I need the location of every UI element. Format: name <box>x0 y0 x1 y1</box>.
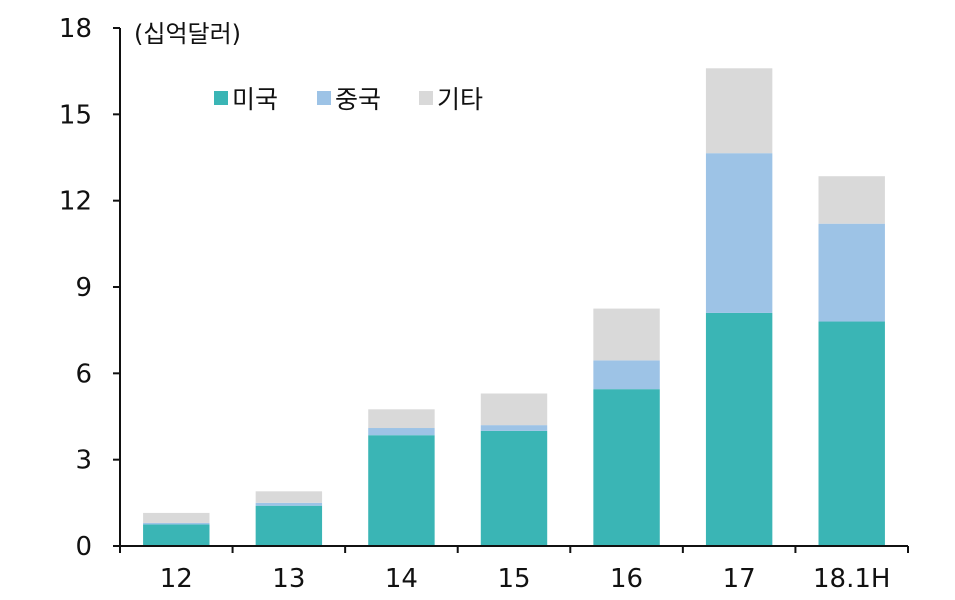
legend-swatch-0 <box>214 91 228 105</box>
x-tick-label: 14 <box>385 564 418 594</box>
y-tick-label: 6 <box>75 359 92 389</box>
bar-15-series-1 <box>480 425 548 431</box>
bar-18.1H-series-1 <box>818 223 885 322</box>
x-tick-label: 17 <box>723 564 756 594</box>
bar-15-series-2 <box>480 393 548 426</box>
bar-14-series-1 <box>368 428 435 436</box>
y-tick-label: 18 <box>59 14 92 44</box>
bar-17-series-0 <box>705 312 773 546</box>
y-tick-label: 12 <box>59 187 92 217</box>
x-tick-label: 15 <box>497 564 530 594</box>
bar-17-series-2 <box>705 68 773 154</box>
y-unit-label: (십억달러) <box>134 20 241 48</box>
legend-label-2: 기타 <box>437 85 483 114</box>
bar-16-series-0 <box>593 389 660 546</box>
bar-18.1H-series-2 <box>818 176 885 224</box>
y-tick-label: 15 <box>59 100 92 130</box>
bar-13-series-1 <box>255 502 323 506</box>
x-tick-label: 16 <box>610 564 643 594</box>
legend-swatch-1 <box>317 91 331 105</box>
y-tick-label: 9 <box>75 273 92 303</box>
y-tick-label: 3 <box>75 446 92 476</box>
x-tick-label: 12 <box>160 564 193 594</box>
bars-group <box>143 68 885 546</box>
legend-swatch-2 <box>419 91 433 105</box>
bar-15-series-0 <box>480 430 548 546</box>
x-tick-label: 18.1H <box>813 564 890 594</box>
bar-12-series-2 <box>143 512 210 523</box>
x-tick-label: 13 <box>272 564 305 594</box>
bar-16-series-1 <box>593 360 660 390</box>
bar-13-series-0 <box>255 505 323 546</box>
x-ticks-group: 12 13 14 15 16 17 18.1H <box>119 546 909 594</box>
legend: 미국 중국 기타 <box>214 85 483 114</box>
bar-16-series-2 <box>593 308 660 361</box>
bar-14-series-2 <box>368 409 435 429</box>
bar-13-series-2 <box>255 491 323 503</box>
legend-label-1: 중국 <box>335 85 381 114</box>
bar-17-series-1 <box>705 153 773 313</box>
legend-label-0: 미국 <box>232 85 278 114</box>
y-tick-label: 0 <box>75 532 92 562</box>
bar-14-series-0 <box>368 435 435 546</box>
y-ticks-group: 0 3 6 9 12 15 18 <box>59 14 120 562</box>
bar-12-series-1 <box>143 522 210 525</box>
bar-12-series-0 <box>143 524 210 546</box>
bar-18.1H-series-0 <box>818 321 885 546</box>
